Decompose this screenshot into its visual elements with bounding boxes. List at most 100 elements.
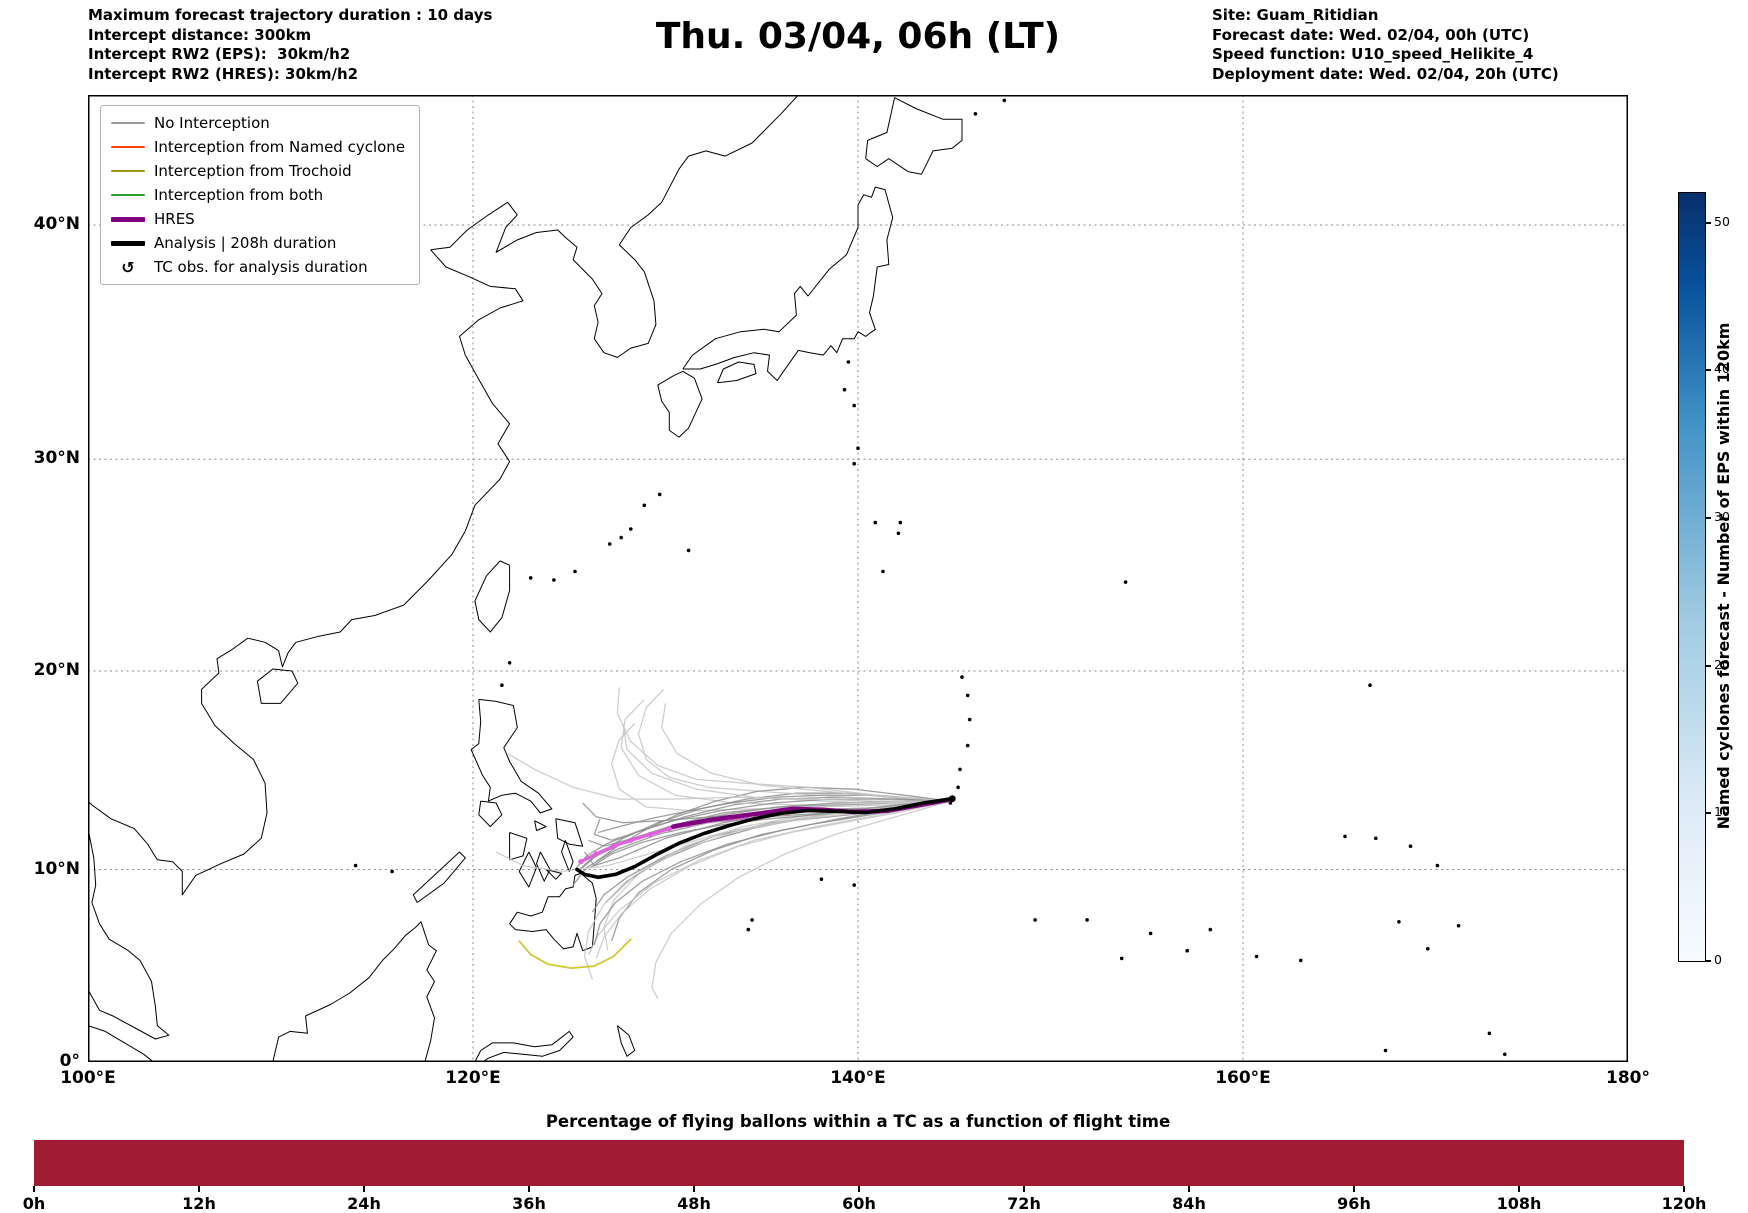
coastline (717, 361, 757, 384)
eps-member-trajectory (651, 800, 951, 1000)
legend-line-swatch (111, 170, 145, 172)
island-dot (856, 446, 860, 451)
island-dot (819, 877, 824, 881)
eps-member-trajectory (595, 800, 951, 959)
legend-line-swatch (111, 122, 145, 124)
strip-tick-label: 36h (512, 1194, 546, 1213)
legend-line-swatch (111, 240, 145, 246)
strip-axis-tick (198, 1186, 200, 1192)
param-line-rw2-hres: Intercept RW2 (HRES): 30km/h2 (88, 64, 359, 83)
island-dot (852, 461, 856, 466)
legend-line (111, 240, 145, 246)
island-dot (852, 403, 856, 408)
coastline (412, 851, 466, 903)
legend-item-label: Analysis | 208h duration (154, 234, 337, 252)
island-dot (552, 578, 556, 582)
x-tick-label: 120°E (445, 1068, 501, 1088)
legend-line (111, 194, 145, 196)
island-dot (1123, 580, 1128, 584)
colorbar-gradient (1679, 193, 1705, 961)
eps-member-trajectory (610, 723, 951, 812)
tc-obs-marker (647, 831, 653, 838)
strip-axis-tick (693, 1186, 695, 1192)
x-tick-label: 180° (1606, 1068, 1650, 1088)
speed-function-line: Speed function: U10_speed_Helikite_4 (1212, 45, 1534, 63)
strip-axis-tick (1353, 1186, 1355, 1192)
y-tick-label: 10°N (33, 858, 80, 879)
trajectory-trochoid (518, 938, 632, 969)
tc-obs-marker-icon: ↺ (121, 257, 135, 277)
colorbar-tick (1705, 812, 1711, 815)
eps-member-trajectory (637, 688, 951, 802)
island-dot (390, 869, 394, 874)
legend-item-label: Interception from Named cyclone (154, 138, 406, 156)
colorbar-tick (1705, 221, 1711, 224)
island-dot (1456, 923, 1461, 928)
colorbar-tick-label: 30 (1714, 508, 1730, 524)
legend-item: Interception from Named cyclone (111, 137, 405, 157)
legend-item-label: HRES (154, 210, 195, 228)
trajectory-analysis (575, 796, 955, 880)
strip-tick-label: 84h (1172, 1194, 1206, 1213)
island-dot (750, 918, 754, 922)
legend-line (111, 146, 145, 148)
tc-obs-marker (578, 859, 584, 865)
site-info-block: Site: Guam_Ritidian Forecast date: Wed. … (1212, 6, 1559, 84)
island-dot (1185, 948, 1189, 953)
island-dot (956, 785, 960, 790)
map-canvas (88, 95, 1628, 1062)
island-dot (960, 675, 964, 679)
eps-member-trajectory (582, 800, 951, 824)
colorbar-tick (1705, 960, 1711, 962)
island-dot (1085, 918, 1089, 922)
coastline (256, 668, 299, 704)
island-dot (353, 863, 358, 868)
island-dot (507, 661, 512, 665)
coastline (430, 95, 799, 358)
island-dot (1299, 958, 1303, 963)
island-dot (898, 520, 903, 525)
coastline (478, 800, 503, 828)
y-tick-label: 30°N (33, 448, 80, 469)
colorbar-tick-label: 10 (1714, 804, 1730, 820)
coastline (272, 921, 437, 1062)
param-line-distance: Intercept distance: 300km (88, 25, 312, 44)
strip-axis-tick (33, 1186, 35, 1192)
colorbar-label: Named cyclones forecast - Number of EPS … (1714, 322, 1733, 830)
strip-tick-label: 0h (22, 1194, 46, 1213)
strip-tick-label: 48h (677, 1194, 711, 1213)
y-tick-label: 0° (59, 1051, 80, 1071)
strip-tick-label: 60h (842, 1194, 876, 1213)
coastline (509, 872, 597, 952)
coastline (88, 1025, 154, 1062)
eps-member-trajectory (583, 800, 951, 980)
island-dot (1368, 683, 1372, 687)
island-dot (1397, 920, 1401, 924)
legend-item-label: Interception from both (154, 186, 324, 204)
coastline (682, 186, 894, 381)
x-tick-label: 140°E (830, 1068, 886, 1088)
coastline (561, 840, 574, 872)
y-tick-label: 20°N (33, 660, 80, 680)
figure-title: Thu. 03/04, 06h (LT) (655, 16, 1061, 57)
legend-item: Interception from Trochoid (111, 161, 405, 181)
island-dot (1487, 1031, 1492, 1036)
tc-obs-marker (593, 851, 599, 857)
island-dot (948, 801, 953, 805)
legend-line-swatch (111, 194, 145, 196)
strip-axis-tick (1518, 1186, 1520, 1192)
coastline (536, 851, 551, 882)
x-tick-label: 160°E (1215, 1068, 1271, 1088)
island-dot (642, 503, 647, 508)
island-dot (500, 683, 504, 687)
island-dot (842, 387, 847, 392)
strip-axis-tick (1683, 1186, 1685, 1192)
colorbar-tick (1705, 516, 1711, 519)
tc-obs-marker (610, 843, 617, 849)
coastline (657, 370, 703, 438)
colorbar-tick-label: 0 (1714, 952, 1722, 967)
deployment-point (948, 795, 956, 803)
island-dot (1148, 931, 1153, 936)
colorbar-tick-label: 20 (1714, 656, 1730, 672)
